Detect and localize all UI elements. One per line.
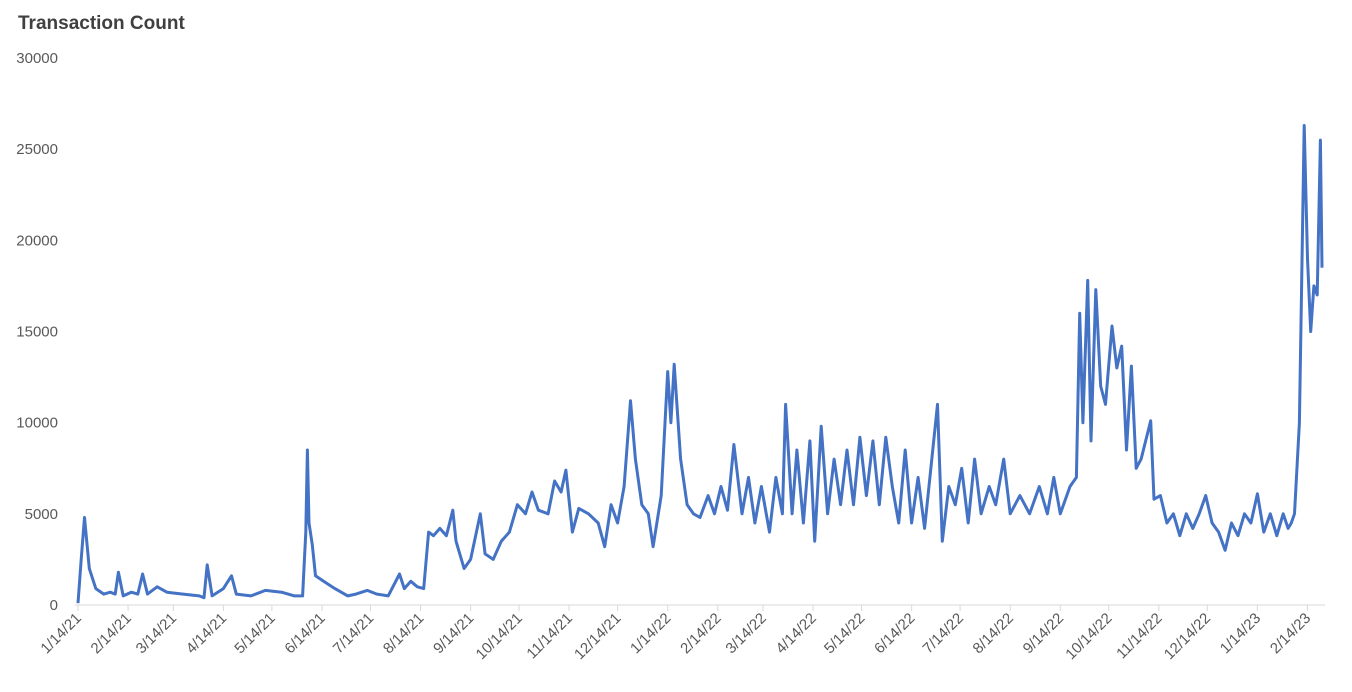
x-tick-label: 2/14/22 xyxy=(677,610,724,657)
x-tick-label: 3/14/22 xyxy=(722,610,769,657)
y-tick-label: 10000 xyxy=(16,415,58,432)
x-tick-label: 5/14/21 xyxy=(231,610,278,657)
y-tick-label: 0 xyxy=(50,597,58,614)
x-tick-label: 7/14/22 xyxy=(920,610,967,657)
x-tick-label: 9/14/21 xyxy=(430,610,477,657)
x-tick-label: 5/14/22 xyxy=(821,610,868,657)
series-line xyxy=(76,124,1324,604)
y-tick-label: 20000 xyxy=(16,232,58,249)
x-tick-label: 12/14/22 xyxy=(1161,610,1214,663)
x-tick-label: 11/14/22 xyxy=(1113,610,1166,663)
x-tick-label: 1/14/22 xyxy=(627,610,674,657)
x-tick-label: 9/14/22 xyxy=(1020,610,1067,657)
x-tick-label: 4/14/21 xyxy=(183,610,230,657)
x-tick-label: 11/14/21 xyxy=(523,610,576,663)
y-tick-label: 5000 xyxy=(25,506,58,523)
x-tick-label: 1/14/23 xyxy=(1217,610,1264,657)
x-tick-label: 1/14/21 xyxy=(37,610,84,657)
x-tick-label: 8/14/22 xyxy=(970,610,1017,657)
x-tick-label: 7/14/21 xyxy=(330,610,377,657)
x-tick-label: 2/14/23 xyxy=(1267,610,1314,657)
x-tick-label: 6/14/22 xyxy=(871,610,918,657)
x-tick-label: 12/14/21 xyxy=(571,610,624,663)
x-tick-label: 4/14/22 xyxy=(773,610,820,657)
x-tick-label: 10/14/22 xyxy=(1062,610,1115,663)
x-tick-label: 2/14/21 xyxy=(88,610,135,657)
x-tick-label: 3/14/21 xyxy=(133,610,180,657)
x-tick-label: 6/14/21 xyxy=(281,610,328,657)
chart-title: Transaction Count xyxy=(18,13,185,34)
x-tick-label: 10/14/21 xyxy=(473,610,526,663)
y-tick-label: 15000 xyxy=(16,324,58,341)
x-tick-label: 8/14/21 xyxy=(380,610,427,657)
y-tick-label: 30000 xyxy=(16,50,58,67)
y-tick-label: 25000 xyxy=(16,141,58,158)
